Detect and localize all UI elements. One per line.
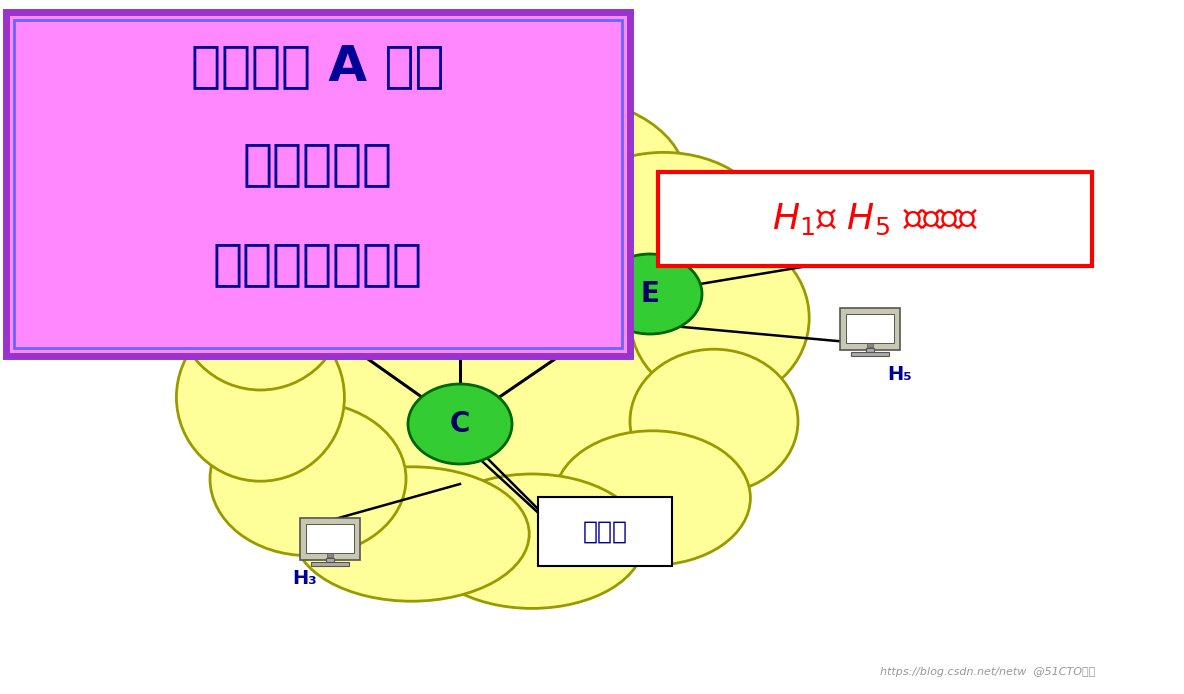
Ellipse shape: [558, 153, 770, 306]
Ellipse shape: [176, 313, 345, 481]
FancyBboxPatch shape: [65, 269, 126, 310]
Ellipse shape: [176, 222, 345, 390]
Bar: [327, 553, 333, 557]
Text: C: C: [450, 410, 470, 438]
Ellipse shape: [294, 467, 529, 601]
Ellipse shape: [330, 97, 566, 251]
Ellipse shape: [435, 97, 686, 265]
FancyBboxPatch shape: [6, 12, 630, 356]
FancyBboxPatch shape: [946, 199, 993, 228]
FancyBboxPatch shape: [940, 193, 1000, 235]
FancyBboxPatch shape: [71, 274, 118, 303]
Text: 查找转发表: 查找转发表: [243, 140, 393, 188]
Ellipse shape: [630, 234, 809, 402]
Bar: [326, 559, 334, 565]
Ellipse shape: [554, 431, 751, 565]
Text: $H_1$向 $H_5$ 发送分组: $H_1$向 $H_5$ 发送分组: [772, 201, 978, 237]
FancyBboxPatch shape: [538, 497, 673, 566]
Ellipse shape: [210, 402, 406, 556]
Bar: [951, 237, 990, 241]
FancyBboxPatch shape: [839, 308, 900, 350]
Ellipse shape: [630, 349, 798, 493]
Bar: [91, 308, 98, 315]
FancyBboxPatch shape: [307, 524, 354, 553]
Bar: [966, 233, 974, 240]
Text: H₁: H₁: [56, 194, 81, 214]
FancyBboxPatch shape: [658, 172, 1092, 266]
Bar: [310, 562, 349, 566]
Ellipse shape: [408, 384, 511, 464]
Ellipse shape: [218, 138, 453, 306]
Text: 在路由器 A 暂存: 在路由器 A 暂存: [192, 42, 445, 90]
Bar: [851, 353, 889, 356]
Ellipse shape: [238, 264, 342, 344]
Text: H₆: H₆: [987, 248, 1012, 266]
Text: H₅: H₅: [888, 364, 913, 384]
Ellipse shape: [598, 254, 702, 334]
FancyBboxPatch shape: [300, 518, 360, 559]
Bar: [867, 348, 874, 355]
Bar: [967, 228, 973, 232]
Text: 互联网: 互联网: [583, 520, 628, 543]
Bar: [92, 303, 98, 307]
FancyBboxPatch shape: [847, 314, 894, 343]
Text: E: E: [641, 280, 659, 308]
Bar: [260, 277, 282, 299]
Text: A: A: [279, 290, 301, 318]
Text: H₃: H₃: [292, 570, 317, 589]
Text: 找到转发的端口: 找到转发的端口: [213, 240, 423, 288]
Ellipse shape: [420, 474, 644, 609]
Bar: [867, 344, 873, 347]
Text: https://blog.csdn.net/netw  @51CTO博客: https://blog.csdn.net/netw @51CTO博客: [880, 667, 1095, 677]
Bar: [76, 312, 114, 316]
Ellipse shape: [210, 114, 770, 594]
